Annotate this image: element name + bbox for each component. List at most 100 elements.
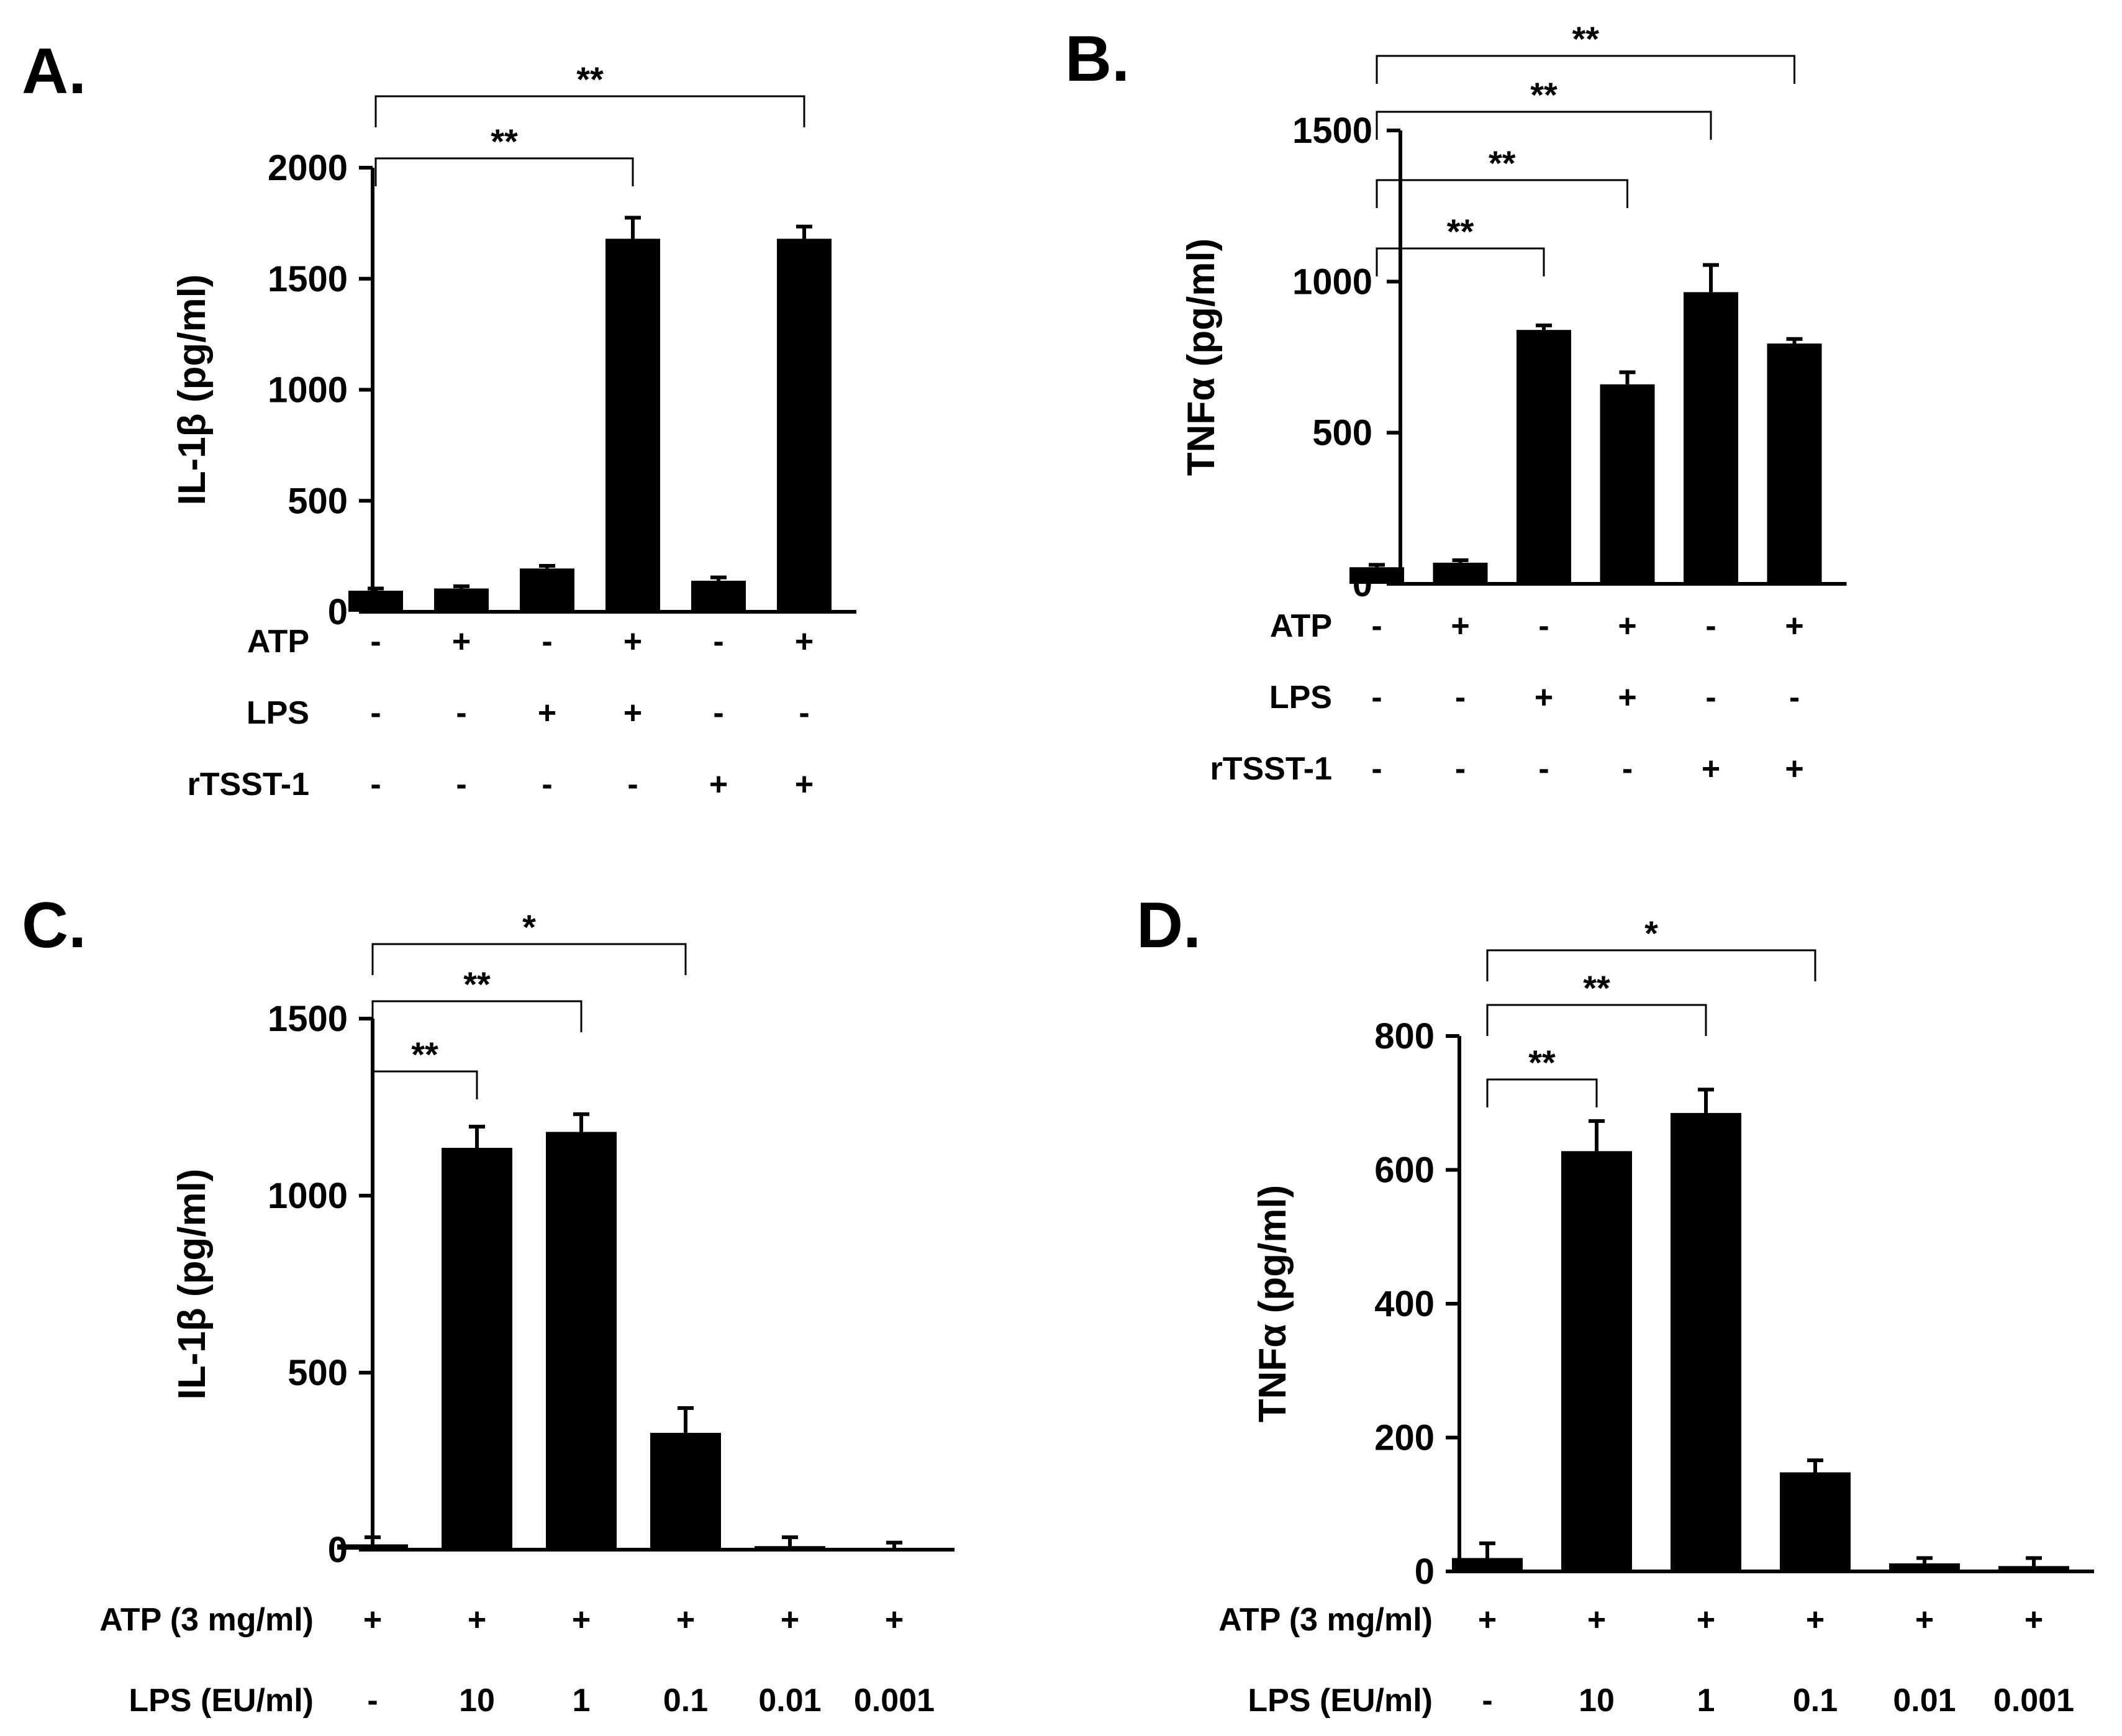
condition-value: 10 [1579,1683,1615,1719]
condition-label: LPS (EU/ml) [1248,1683,1433,1719]
bar [859,1548,930,1550]
condition-value: 0.01 [1893,1683,1956,1719]
panel-letter: C. [22,889,86,961]
condition-value: - [1622,751,1633,787]
y-axis-label: TNFα (pg/ml) [1180,239,1223,476]
significance-bracket [1486,1004,1707,1036]
condition-value: - [542,766,552,802]
bar [1671,1112,1741,1571]
condition-value: - [713,695,723,731]
bar [434,588,489,612]
condition-value: - [370,695,381,731]
bar [1998,1566,2069,1571]
condition-value: + [1806,1602,1825,1638]
y-tick-label: 1500 [268,259,348,299]
bar [650,1432,721,1550]
condition-value: - [542,624,552,660]
condition-label: ATP [247,624,309,660]
condition-value: 1 [573,1683,591,1719]
condition-value: - [456,766,466,802]
condition-value: + [623,695,642,731]
condition-value: + [1785,608,1803,644]
significance-label: ** [1528,1043,1556,1082]
significance-bracket [371,1070,478,1099]
significance-label: ** [1489,143,1516,183]
significance-label: ** [491,122,518,161]
condition-value: + [2025,1602,2043,1638]
y-tick-label: 2000 [268,148,348,188]
condition-value: - [799,695,809,731]
condition-value: + [795,624,814,660]
y-tick-label: 800 [1374,1016,1435,1057]
bar [520,568,574,612]
significance-bracket [371,1000,583,1032]
condition-value: + [1697,1602,1715,1638]
bar [1433,562,1488,584]
significance-label: ** [463,965,491,1004]
condition-value: + [1702,751,1720,787]
y-tick-label: 1500 [1292,111,1372,151]
significance-label: ** [1583,968,1610,1007]
y-tick-label: 1000 [1292,261,1372,302]
condition-value: - [1705,608,1716,644]
panel-letter: D. [1136,889,1201,961]
condition-value: + [452,624,471,660]
bar [691,580,746,612]
y-tick-label: 500 [288,1353,348,1393]
condition-value: 0.1 [1793,1683,1838,1719]
condition-value: - [1455,679,1466,716]
condition-value: + [795,766,814,802]
y-tick-label: 600 [1374,1150,1435,1191]
bar [755,1546,825,1550]
y-tick-label: 1000 [268,370,348,411]
bar [605,239,660,612]
significance-label: ** [1447,212,1474,251]
condition-value: - [1371,751,1382,787]
condition-value: - [456,695,466,731]
y-axis-label: IL-1β (pg/ml) [171,1169,214,1400]
condition-value: - [1455,751,1466,787]
panel-c: C. 0 500 1000 1500 IL-1β (pg/ml) ATP (3 mg/ml)… [22,889,954,1719]
significance-label: * [1644,914,1658,953]
significance-bracket [1376,247,1545,276]
significance-label: ** [1572,19,1599,58]
condition-value: - [1371,679,1382,716]
condition-value: + [1587,1602,1606,1638]
condition-value: - [1371,608,1382,644]
condition-value: 10 [459,1683,495,1719]
condition-value: + [709,766,728,802]
condition-value: 0.001 [1993,1683,2074,1719]
condition-value: - [370,766,381,802]
significance-bracket [374,95,805,127]
bar [348,591,403,612]
panel-letter: B. [1065,23,1130,95]
condition-value: + [572,1602,591,1638]
bar [1600,384,1655,584]
y-tick-label: 0 [328,592,348,632]
significance-bracket [1376,55,1795,84]
condition-value: + [538,695,556,731]
significance-label: ** [1530,75,1557,114]
bar [1452,1558,1523,1571]
significance-label: * [522,907,536,947]
condition-value: 0.001 [854,1683,935,1719]
condition-value: + [1451,608,1469,644]
condition-value: + [468,1602,486,1638]
condition-value: + [1785,751,1803,787]
condition-label: rTSST-1 [1210,751,1333,787]
condition-label: ATP (3 mg/ml) [1218,1602,1433,1638]
condition-value: + [1915,1602,1934,1638]
significance-label: ** [411,1035,438,1074]
condition-value: + [676,1602,695,1638]
panel-letter: A. [22,35,86,107]
condition-value: - [1705,679,1716,716]
y-tick-label: 1000 [268,1176,348,1216]
bar [1517,330,1571,584]
condition-value: - [370,624,381,660]
y-axis-label: TNFα (pg/ml) [1251,1185,1294,1422]
condition-label: LPS (EU/ml) [129,1683,314,1719]
significance-bracket [1486,1078,1598,1107]
bar [1889,1563,1960,1571]
bar [1561,1151,1632,1571]
